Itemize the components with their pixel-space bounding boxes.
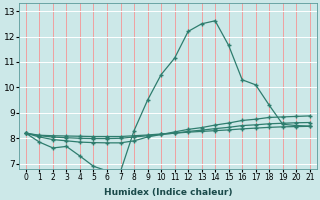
X-axis label: Humidex (Indice chaleur): Humidex (Indice chaleur) [104,188,232,197]
